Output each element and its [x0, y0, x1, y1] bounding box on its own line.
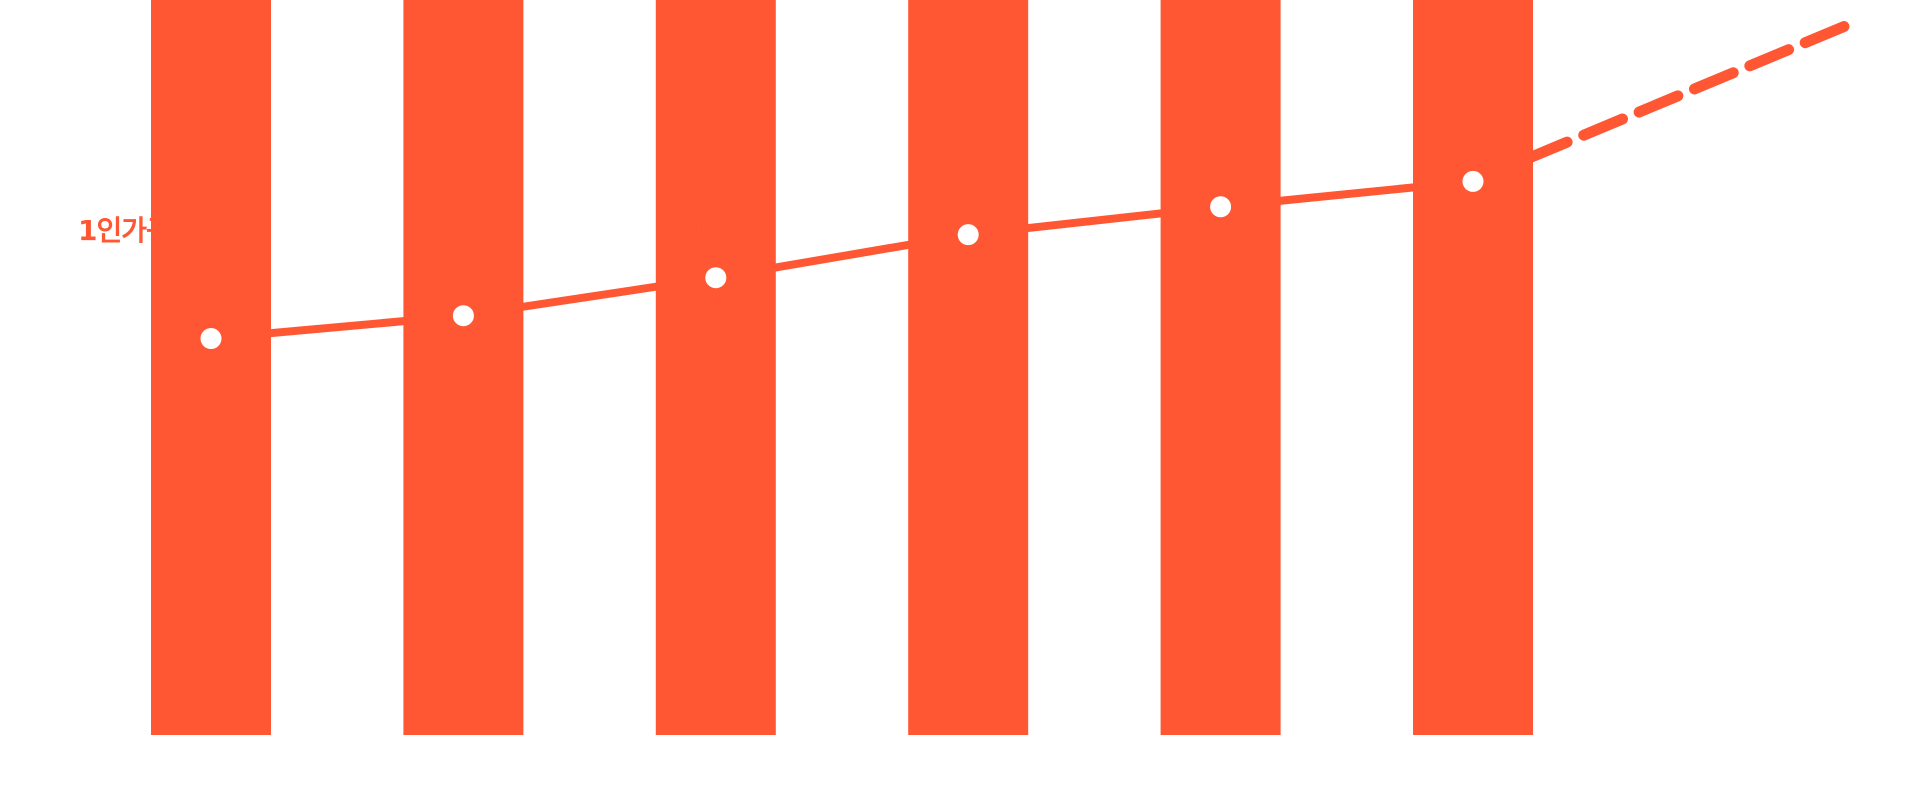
bar — [1413, 0, 1533, 735]
series-line — [207, 177, 1477, 343]
series-name-label: 1인가구 비중 — [78, 214, 229, 247]
bar — [655, 0, 776, 735]
data-label: 31.7% — [670, 214, 763, 247]
bar — [151, 0, 271, 735]
data-label: 34.5% — [1175, 143, 1268, 176]
trend-dashed-line — [1467, 18, 1856, 187]
line-marker — [447, 300, 479, 332]
bar — [908, 0, 1029, 735]
data-label: 30.2% — [417, 252, 510, 285]
line-marker — [1457, 165, 1489, 197]
line-series — [207, 18, 1856, 343]
line-marker — [195, 323, 227, 355]
data-label: 35.5% — [1427, 117, 1520, 150]
marker-group — [195, 165, 1489, 355]
line-marker — [700, 262, 732, 294]
bar-group — [151, 0, 1533, 735]
bar — [1160, 0, 1281, 735]
data-label: 33.4% — [922, 171, 1015, 204]
data-label: 29.3% — [165, 275, 258, 308]
label-group: 29.3% 30.2% 31.7% 33.4% 34.5% 35.5% — [165, 117, 1521, 308]
line-marker — [952, 219, 984, 251]
bar — [403, 0, 524, 735]
line-marker — [1205, 191, 1237, 223]
